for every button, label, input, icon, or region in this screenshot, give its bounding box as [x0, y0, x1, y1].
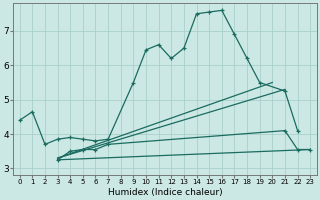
- X-axis label: Humidex (Indice chaleur): Humidex (Indice chaleur): [108, 188, 222, 197]
